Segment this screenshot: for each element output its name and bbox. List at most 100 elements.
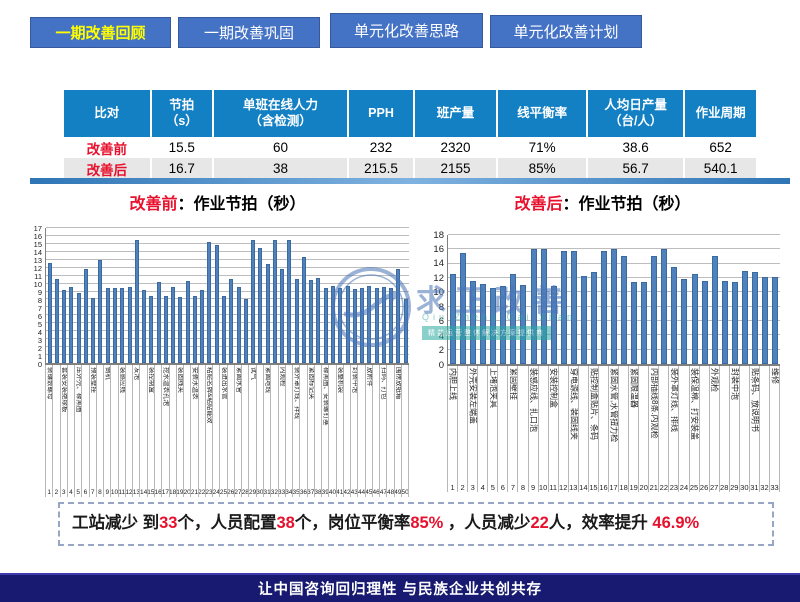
bar-slot xyxy=(308,228,315,363)
bar-slot xyxy=(119,228,126,363)
lab-slot: 6 xyxy=(498,366,509,492)
x-number: 14 xyxy=(140,488,148,496)
lab-slot: 18 xyxy=(619,366,630,492)
chart-after-title: 改善后：作业节拍（秒） xyxy=(425,190,780,214)
vlab-wrap xyxy=(760,366,769,483)
bar xyxy=(178,297,183,363)
lab-slot: 32 xyxy=(760,366,770,492)
summary-box: 工站减少 到33个，人员配置38个，岗位平衡率85% ，人员减少22人，效率提升… xyxy=(58,502,774,546)
bar-slot xyxy=(669,235,679,364)
bar xyxy=(163,295,168,363)
lab-slot: 发泡 13 xyxy=(133,365,141,497)
bar xyxy=(62,289,67,363)
ytick: 12 xyxy=(433,272,444,284)
cell: 38.6 xyxy=(587,137,686,158)
vlab-wrap: 预装壁挂 xyxy=(90,365,96,489)
bar xyxy=(171,286,176,363)
x-number: 4 xyxy=(69,488,73,496)
gridline xyxy=(46,242,409,244)
x-number: 2 xyxy=(54,488,59,496)
gridline xyxy=(46,322,409,324)
vlab-wrap xyxy=(315,365,321,489)
bar-slot xyxy=(264,228,271,363)
summary-segment: 人，效率提升 xyxy=(548,514,653,532)
vlab-wrap: 外壳安装左端盖 xyxy=(468,366,478,483)
bar-slot xyxy=(380,228,387,363)
x-label: 压外壳、橡黑圈 xyxy=(75,367,82,413)
vlab-wrap: 装控制盒 xyxy=(148,365,154,489)
tab-phase1-consolidate[interactable]: 一期改善巩固 xyxy=(178,17,320,48)
bar xyxy=(721,280,728,364)
x-number: 22 xyxy=(198,488,206,496)
lab-slot: 紧固地线 31 xyxy=(264,365,272,497)
bar xyxy=(550,285,557,364)
bar-slot xyxy=(549,235,559,364)
vlab-wrap: 围楞放纸箱 xyxy=(395,365,401,489)
bar xyxy=(200,289,205,363)
bar-slot xyxy=(140,228,147,363)
x-label: 装镶嵌螺母 xyxy=(46,367,53,400)
bar xyxy=(105,288,110,363)
cell: 652 xyxy=(684,137,758,158)
x-number: 8 xyxy=(520,482,526,492)
lab-slot: 10 xyxy=(111,365,119,497)
vlab-wrap xyxy=(639,366,648,483)
lab-slot: 40 xyxy=(329,365,337,497)
bar-slot xyxy=(710,235,720,364)
ytick: 10 xyxy=(33,279,42,289)
lab-slot: 倒机 9 xyxy=(104,365,112,497)
vlab-wrap xyxy=(82,365,88,489)
x-number: 6 xyxy=(83,488,88,496)
vlab-wrap: 装进出水管 xyxy=(220,365,227,489)
vlab-wrap xyxy=(53,365,59,489)
bar xyxy=(192,295,197,363)
vlab-wrap: 装保温棉、打安装盖 xyxy=(690,366,699,483)
bar xyxy=(530,249,537,364)
x-number: 4 xyxy=(480,482,485,492)
tab-cell-improvement-plan[interactable]: 单元化改善计划 xyxy=(490,15,642,48)
vlab-wrap: 挖水温表孔泡 xyxy=(162,365,169,489)
bar-slot xyxy=(249,228,256,363)
x-label: 粘贴名牌&粘贴能效 xyxy=(206,367,213,424)
x-number: 30 xyxy=(740,482,749,492)
bar xyxy=(309,279,314,363)
x-label: 倒机 xyxy=(104,367,111,380)
lab-slot: 10 xyxy=(539,366,549,492)
bar-slot xyxy=(104,228,111,363)
bar xyxy=(352,289,357,363)
lab-slot: 2 xyxy=(53,365,61,497)
x-number: 26 xyxy=(227,488,235,496)
cell: 16.7 xyxy=(150,158,214,179)
vlab-wrap xyxy=(242,365,248,489)
vlab-wrap xyxy=(111,365,117,489)
lab-slot: 扫码、打包 47 xyxy=(380,365,388,497)
vlab-wrap: 套装安装绝缘板 xyxy=(61,365,67,489)
bar xyxy=(149,295,154,363)
bar xyxy=(389,287,394,363)
vlab-wrap: 紧固标记夹 xyxy=(308,365,314,489)
row-label: 改善前 xyxy=(64,137,152,158)
bar-slot xyxy=(569,235,579,364)
comparison-table: 比对 节拍 （s） 单班在线人力 （含检测） PPH 班产量 线平衡率 人均日产量 （台/人… xyxy=(64,90,758,179)
x-number: 40 xyxy=(329,488,337,496)
bar xyxy=(222,296,226,363)
x-number: 3 xyxy=(470,482,475,492)
bar xyxy=(570,250,577,364)
x-number: 17 xyxy=(162,488,169,496)
lab-slot: 装感应线、扎口泡 9 xyxy=(529,366,539,492)
tab-phase1-review[interactable]: 一期改善回顾 xyxy=(30,17,171,48)
x-label: 装外罩灯线、拌线 xyxy=(293,367,300,419)
ytick: 2 xyxy=(438,344,444,356)
x-number: 5 xyxy=(490,482,495,492)
tab-cell-improvement-idea[interactable]: 单元化改善思路 xyxy=(330,13,483,48)
x-number: 10 xyxy=(538,482,548,492)
ytick: 17 xyxy=(33,223,42,233)
x-label: 预装壁挂 xyxy=(89,367,96,393)
lab-slot: 4 xyxy=(68,365,76,497)
vlab-wrap: 粘贴名牌&粘贴能效 xyxy=(206,365,212,489)
vlab-wrap xyxy=(97,365,103,489)
vlab-wrap xyxy=(126,365,132,489)
bar-slot xyxy=(286,228,293,363)
x-number: 33 xyxy=(278,488,286,496)
lab-slot: 14 xyxy=(579,366,589,492)
